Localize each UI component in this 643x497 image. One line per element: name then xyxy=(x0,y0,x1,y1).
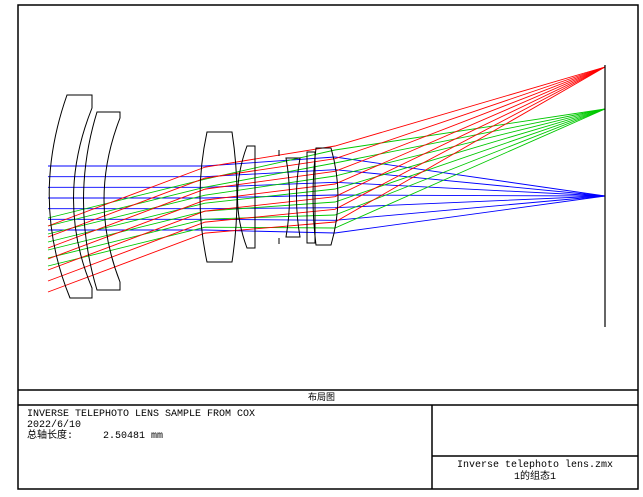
file-name: Inverse telephoto lens.zmx xyxy=(456,460,614,471)
ray-field-2 xyxy=(47,108,606,219)
ray-field-2 xyxy=(47,108,606,259)
lens-element-5 xyxy=(285,157,301,238)
ray-field-3 xyxy=(47,66,606,293)
ray-traces xyxy=(47,66,606,293)
ray-field-2 xyxy=(47,108,606,227)
ray-field-2 xyxy=(47,108,606,235)
ray-field-3 xyxy=(47,66,606,249)
date-text: 2022/6/10 xyxy=(27,420,82,431)
ray-field-3 xyxy=(47,66,606,238)
ray-field-3 xyxy=(47,66,606,227)
ray-field-3 xyxy=(47,66,606,260)
ray-field-1 xyxy=(48,195,606,210)
outer-frame xyxy=(17,4,639,490)
ray-field-1 xyxy=(48,195,606,221)
lens-element-7 xyxy=(312,147,339,246)
ray-field-1 xyxy=(48,181,606,197)
ray-field-2 xyxy=(47,108,606,251)
layout-title: 布局图 xyxy=(307,393,335,403)
ray-field-3 xyxy=(47,66,606,282)
lens-title: INVERSE TELEPHOTO LENS SAMPLE FROM COX xyxy=(27,409,256,420)
lens-element-2 xyxy=(83,111,121,291)
ray-field-1 xyxy=(48,156,606,197)
total-length-value: 2.50481 mm xyxy=(103,431,164,442)
ray-field-1 xyxy=(48,169,606,197)
total-length-label: 总轴长度: xyxy=(27,431,74,442)
lens-element-1 xyxy=(48,94,93,299)
configuration-label: 1的组态1 xyxy=(513,472,556,483)
ray-field-2 xyxy=(47,108,606,243)
lens-elements xyxy=(48,94,339,299)
lens-element-6 xyxy=(306,151,316,244)
lens-element-3 xyxy=(199,131,238,263)
ray-field-3 xyxy=(47,66,606,271)
lens-element-4 xyxy=(237,145,256,249)
